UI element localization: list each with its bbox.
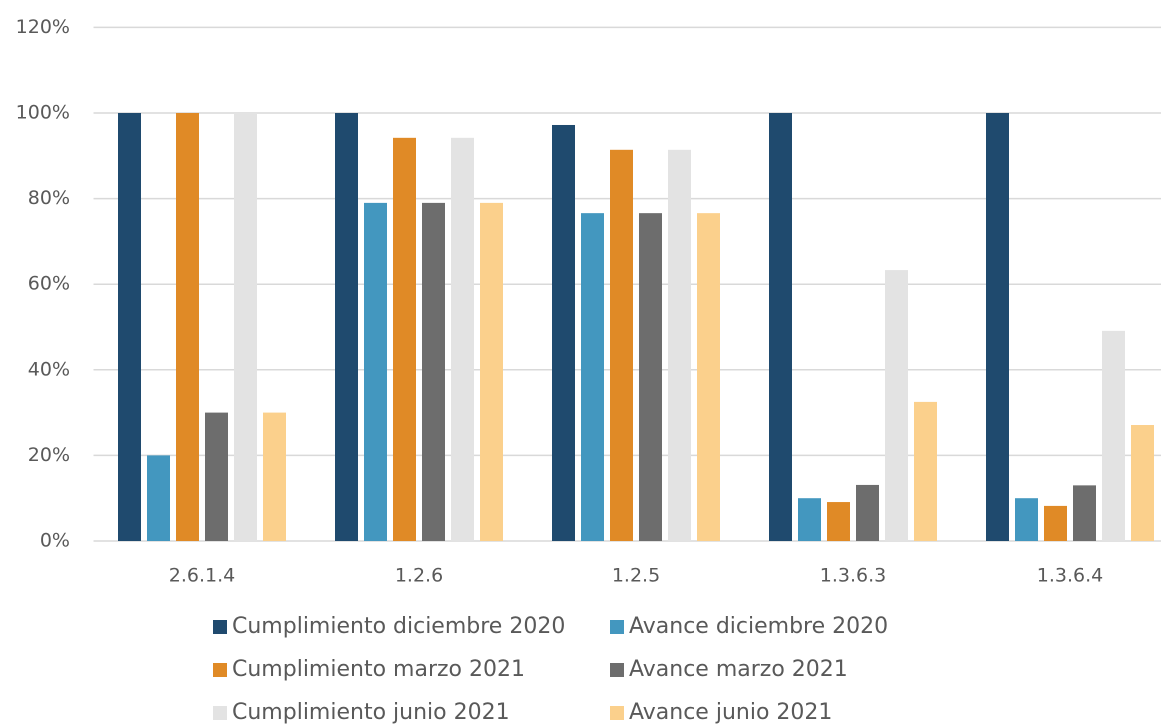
bar: [147, 455, 170, 541]
bar: [581, 213, 604, 542]
y-tick-label: 40%: [28, 358, 70, 380]
bar: [234, 113, 257, 541]
legend-swatch: [213, 706, 227, 720]
legend-swatch: [610, 620, 624, 634]
bar: [1102, 330, 1125, 541]
x-tick-label: 1.3.6.3: [820, 565, 886, 587]
bar: [798, 498, 821, 541]
y-tick-label: 120%: [16, 16, 70, 38]
legend-swatch: [610, 706, 624, 720]
legend-label: Avance marzo 2021: [629, 657, 848, 682]
bar: [856, 484, 879, 541]
bar: [451, 137, 474, 541]
x-tick-label: 1.2.5: [612, 565, 660, 587]
bar: [639, 213, 662, 542]
legend-label: Avance junio 2021: [629, 700, 832, 725]
bar: [827, 502, 850, 541]
bar: [986, 113, 1009, 541]
bar: [1015, 498, 1038, 541]
bar: [205, 412, 228, 541]
bar: [697, 213, 720, 542]
y-tick-label: 20%: [28, 444, 70, 466]
bar: [263, 412, 286, 541]
legend-label: Cumplimiento marzo 2021: [232, 657, 525, 682]
bar: [769, 113, 792, 541]
legend-label: Cumplimiento junio 2021: [232, 700, 510, 725]
bar: [118, 113, 141, 541]
legend-swatch: [610, 663, 624, 677]
legend-label: Cumplimiento diciembre 2020: [232, 614, 565, 639]
x-tick-label: 1.2.6: [395, 565, 443, 587]
bar: [393, 137, 416, 541]
x-tick-label: 2.6.1.4: [169, 565, 235, 587]
y-tick-label: 80%: [28, 187, 70, 209]
y-tick-label: 60%: [28, 273, 70, 295]
x-tick-label: 1.3.6.4: [1037, 565, 1103, 587]
bar: [480, 202, 503, 541]
legend-label: Avance diciembre 2020: [629, 614, 888, 639]
bar: [668, 149, 691, 542]
bar: [364, 202, 387, 541]
bar: [552, 124, 575, 541]
bar: [885, 270, 908, 541]
bar: [914, 401, 937, 541]
legend-swatch: [213, 663, 227, 677]
y-tick-label: 100%: [16, 102, 70, 124]
bar: [335, 113, 358, 541]
y-tick-label: 0%: [40, 530, 70, 552]
bar: [422, 202, 445, 541]
bar: [1131, 425, 1154, 541]
bar: [1044, 505, 1067, 541]
legend-swatch: [213, 620, 227, 634]
bar: [176, 113, 199, 541]
bar: [1073, 485, 1096, 541]
bar: [610, 149, 633, 542]
